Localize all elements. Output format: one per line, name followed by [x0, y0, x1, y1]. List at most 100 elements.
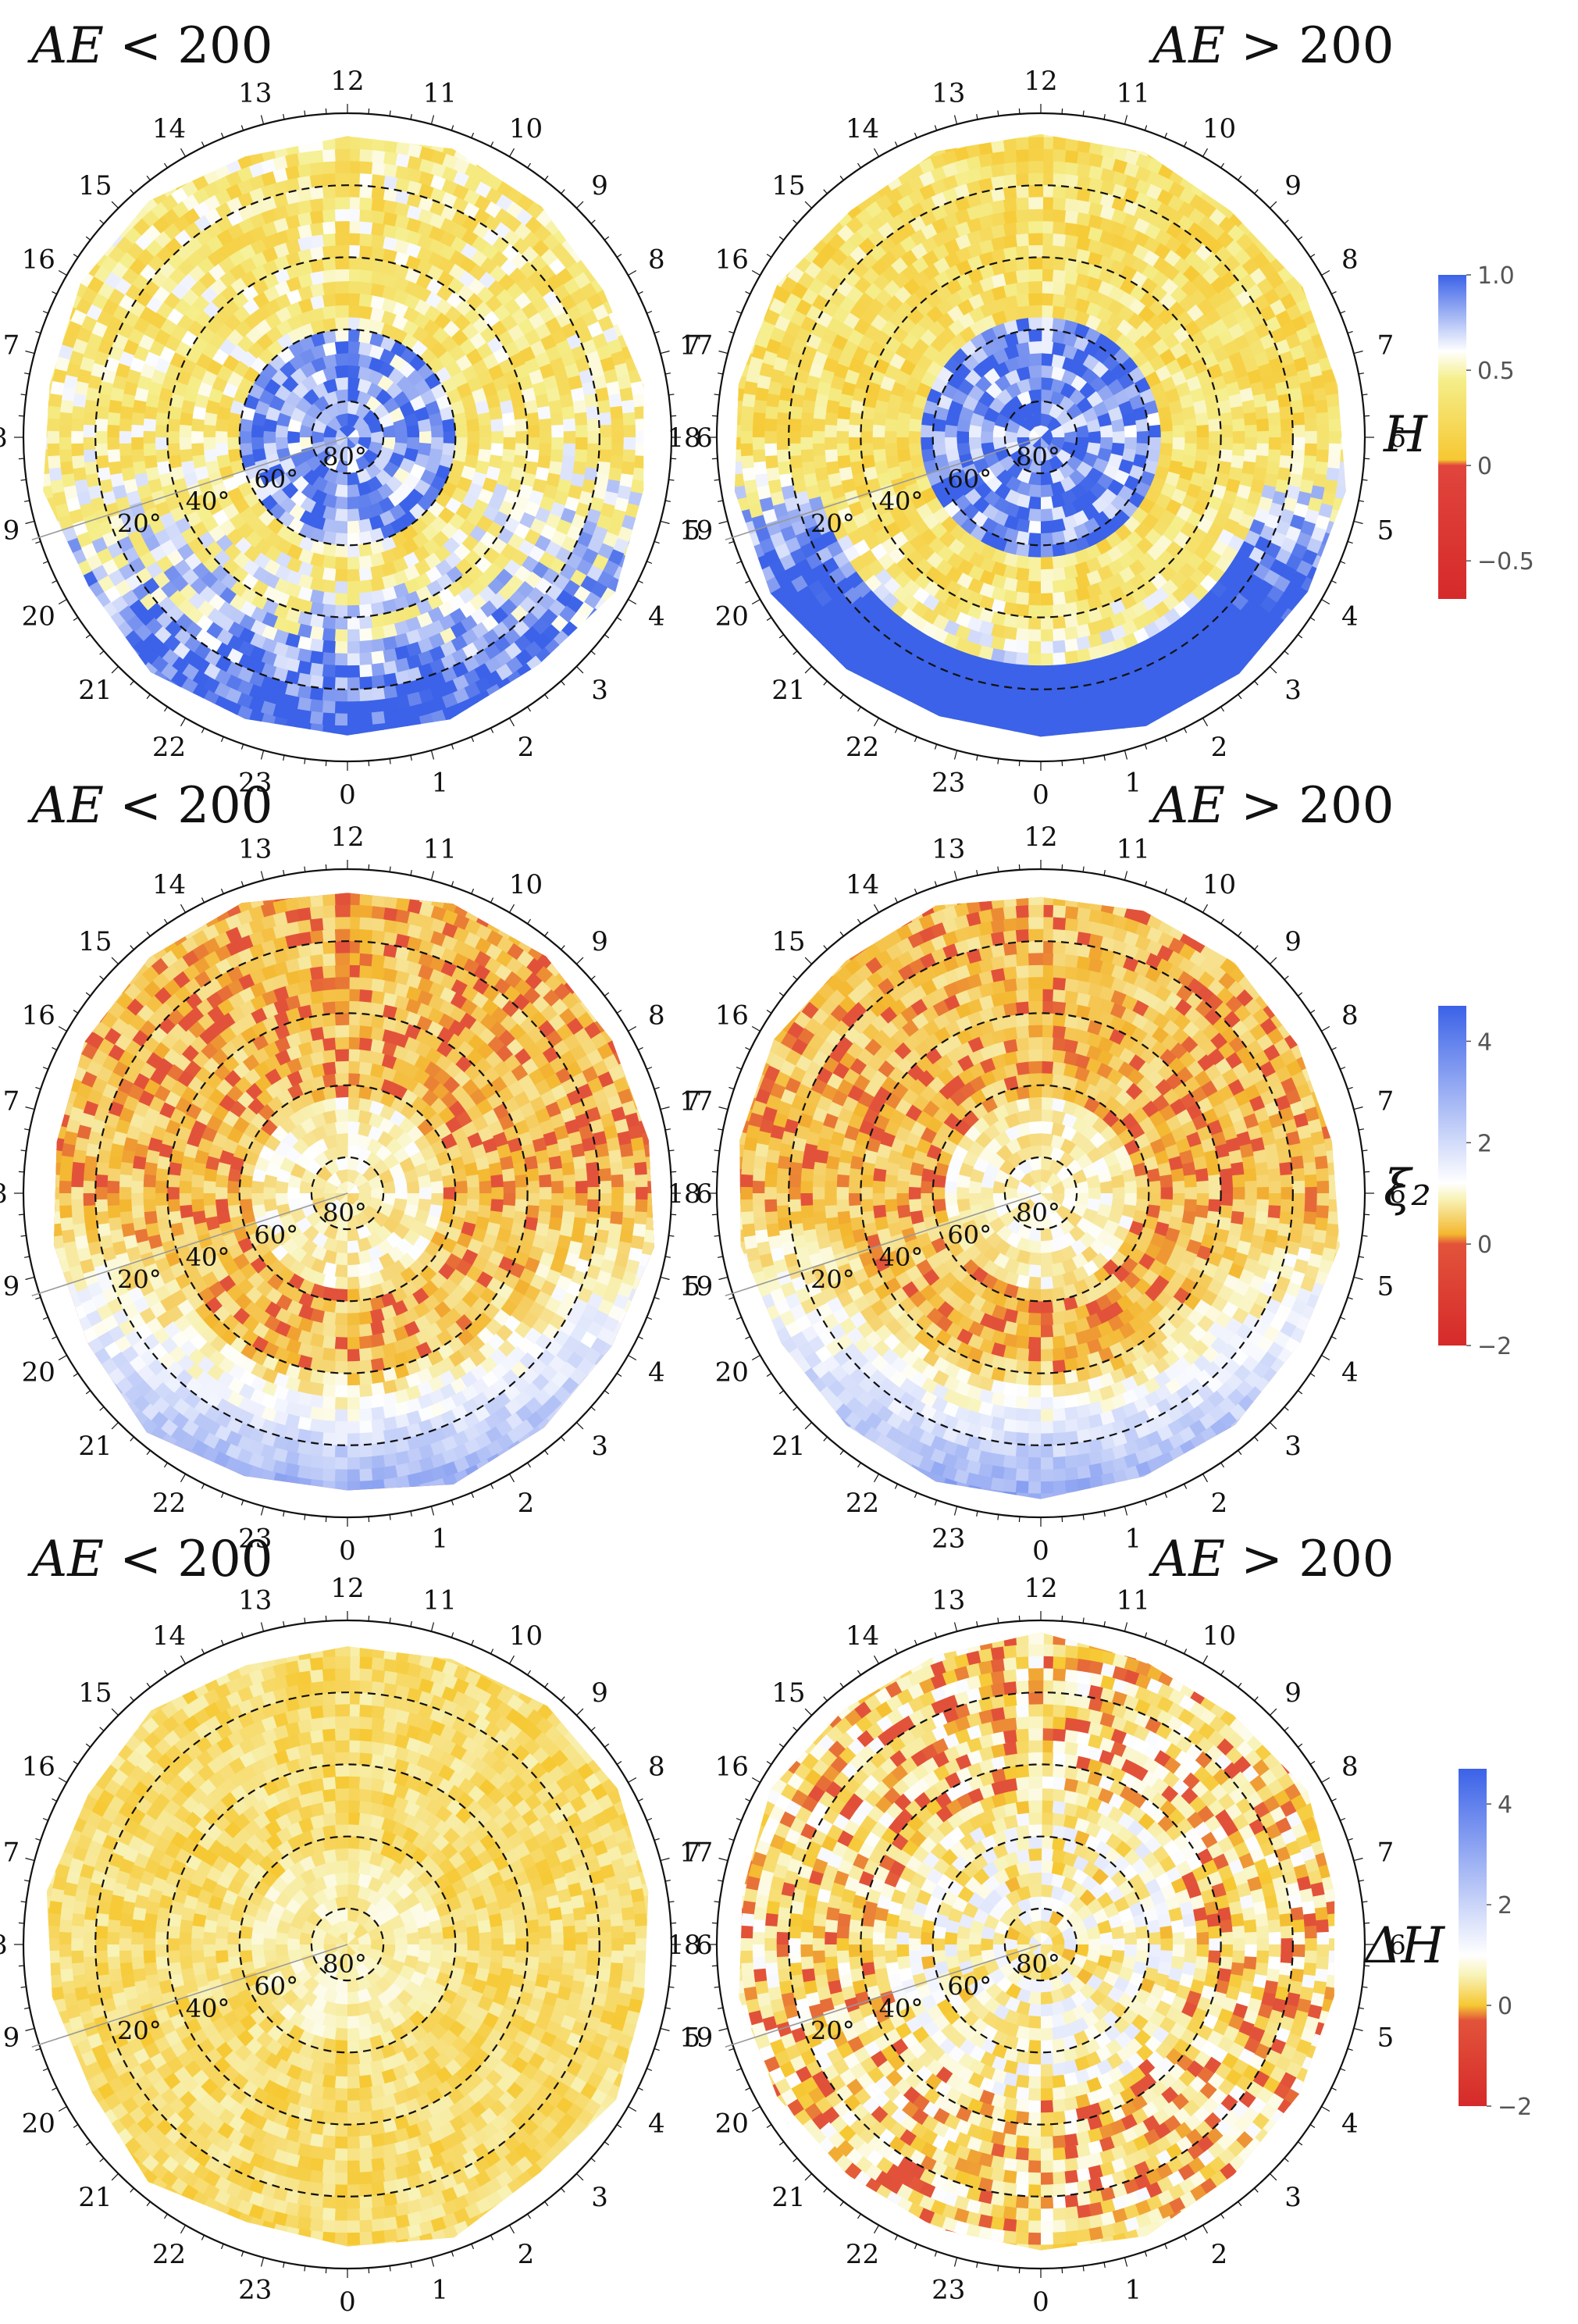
heatmap-cell	[1015, 305, 1031, 319]
heatmap-cell	[824, 435, 837, 451]
heatmap-cell	[287, 418, 302, 433]
heatmap-cell	[1195, 448, 1209, 465]
heatmap-cell	[601, 269, 621, 290]
outer-tick	[58, 598, 67, 605]
heatmap-cell	[319, 736, 336, 750]
heatmap-cell	[647, 450, 661, 466]
heatmap-cell	[371, 258, 387, 273]
heatmap-cell	[1061, 515, 1078, 531]
heatmap-cell	[358, 1193, 372, 1207]
heatmap-cell	[804, 482, 821, 500]
heatmap-cell	[332, 677, 347, 690]
heatmap-cell	[393, 467, 411, 485]
heatmap-cell	[1014, 530, 1030, 546]
heatmap-cell	[992, 424, 1006, 437]
heatmap-cell	[1041, 316, 1055, 330]
heatmap-cell	[789, 390, 805, 408]
heatmap-cell	[1191, 166, 1211, 185]
heatmap-cell	[619, 387, 635, 405]
heatmap-cell	[326, 1199, 342, 1215]
heatmap-cell	[229, 1214, 245, 1231]
outer-tick	[1347, 330, 1353, 334]
heatmap-cell	[281, 1130, 299, 1149]
heatmap-cell	[47, 452, 61, 469]
heatmap-cell	[142, 429, 156, 444]
heatmap-cell	[326, 415, 342, 432]
heatmap-cell	[1268, 437, 1282, 453]
heatmap-cell	[96, 465, 111, 482]
latitude-label-20: 20°	[117, 509, 162, 539]
heatmap-cell	[59, 446, 73, 463]
heatmap-cell	[527, 437, 540, 452]
heatmap-cell	[500, 399, 515, 416]
outer-tick	[914, 132, 917, 138]
heatmap-cell	[391, 1325, 409, 1343]
heatmap-cell	[1086, 683, 1103, 698]
heatmap-cell	[333, 520, 347, 534]
outer-tick	[430, 115, 435, 125]
heatmap-cell	[1050, 640, 1067, 654]
heatmap-cell	[1062, 686, 1079, 701]
heatmap-cell	[320, 579, 337, 594]
heatmap-cell	[466, 443, 480, 458]
heatmap-cell	[301, 469, 319, 487]
heatmap-cell	[229, 398, 245, 415]
heatmap-cell	[315, 1164, 333, 1182]
heatmap-cell	[358, 1060, 374, 1076]
heatmap-cell	[1175, 381, 1192, 399]
latitude-label-60: 60°	[254, 465, 298, 494]
heatmap-cell	[334, 428, 347, 437]
outer-tick	[1297, 634, 1303, 639]
outer-tick	[527, 162, 531, 169]
heatmap-cell	[358, 1085, 374, 1100]
heatmap-cell	[1277, 467, 1292, 484]
heatmap-cell	[1049, 469, 1066, 485]
outer-tick	[766, 254, 772, 258]
heatmap-cell	[1004, 430, 1017, 444]
heatmap-cell	[756, 483, 771, 501]
outer-tick	[717, 372, 724, 375]
latitude-circle-40	[860, 256, 1222, 618]
heatmap-cell	[369, 638, 386, 654]
outer-tick	[664, 372, 671, 375]
heatmap-cell	[388, 367, 406, 385]
outer-tick	[146, 693, 151, 700]
heatmap-cell	[357, 1249, 372, 1265]
heatmap-cell	[392, 633, 410, 649]
heatmap-cell	[240, 1160, 256, 1177]
heatmap-cell	[1132, 454, 1149, 470]
heatmap-cell	[297, 297, 315, 313]
heatmap-cell	[429, 1167, 443, 1183]
heatmap-cell	[216, 1209, 231, 1225]
heatmap-cell	[488, 405, 504, 422]
heatmap-cell	[801, 397, 816, 414]
heatmap-cell	[1028, 388, 1042, 403]
heatmap-cell	[285, 250, 303, 267]
polar-panel-0-1: 80°60°40°20°0 123456789101112131415161718…	[667, 66, 1405, 811]
heatmap-cell	[281, 731, 300, 736]
heatmap-cell	[344, 713, 361, 726]
heatmap-cell	[428, 1204, 443, 1220]
heatmap-cell	[814, 209, 835, 230]
mlt-label-20: 20	[22, 601, 55, 633]
mlt-label-6: 6	[1389, 422, 1406, 454]
heatmap-cell	[119, 415, 133, 432]
heatmap-cell	[515, 677, 536, 697]
heatmap-cell	[1063, 319, 1080, 335]
outer-tick	[146, 175, 151, 181]
heatmap-cell	[119, 403, 134, 420]
heatmap-cell	[1219, 412, 1234, 428]
heatmap-cell	[322, 220, 338, 235]
heatmap-cell	[472, 1143, 488, 1160]
heatmap-cell	[1002, 565, 1018, 580]
heatmap-cell	[322, 280, 337, 295]
heatmap-cell	[205, 398, 220, 415]
heatmap-cell	[835, 441, 850, 457]
heatmap-cell	[201, 153, 222, 172]
heatmap-cell	[1075, 424, 1090, 438]
heatmap-cell	[1053, 220, 1068, 235]
heatmap-cell	[1192, 460, 1208, 477]
outer-tick	[23, 372, 30, 375]
heatmap-cell	[333, 640, 347, 654]
